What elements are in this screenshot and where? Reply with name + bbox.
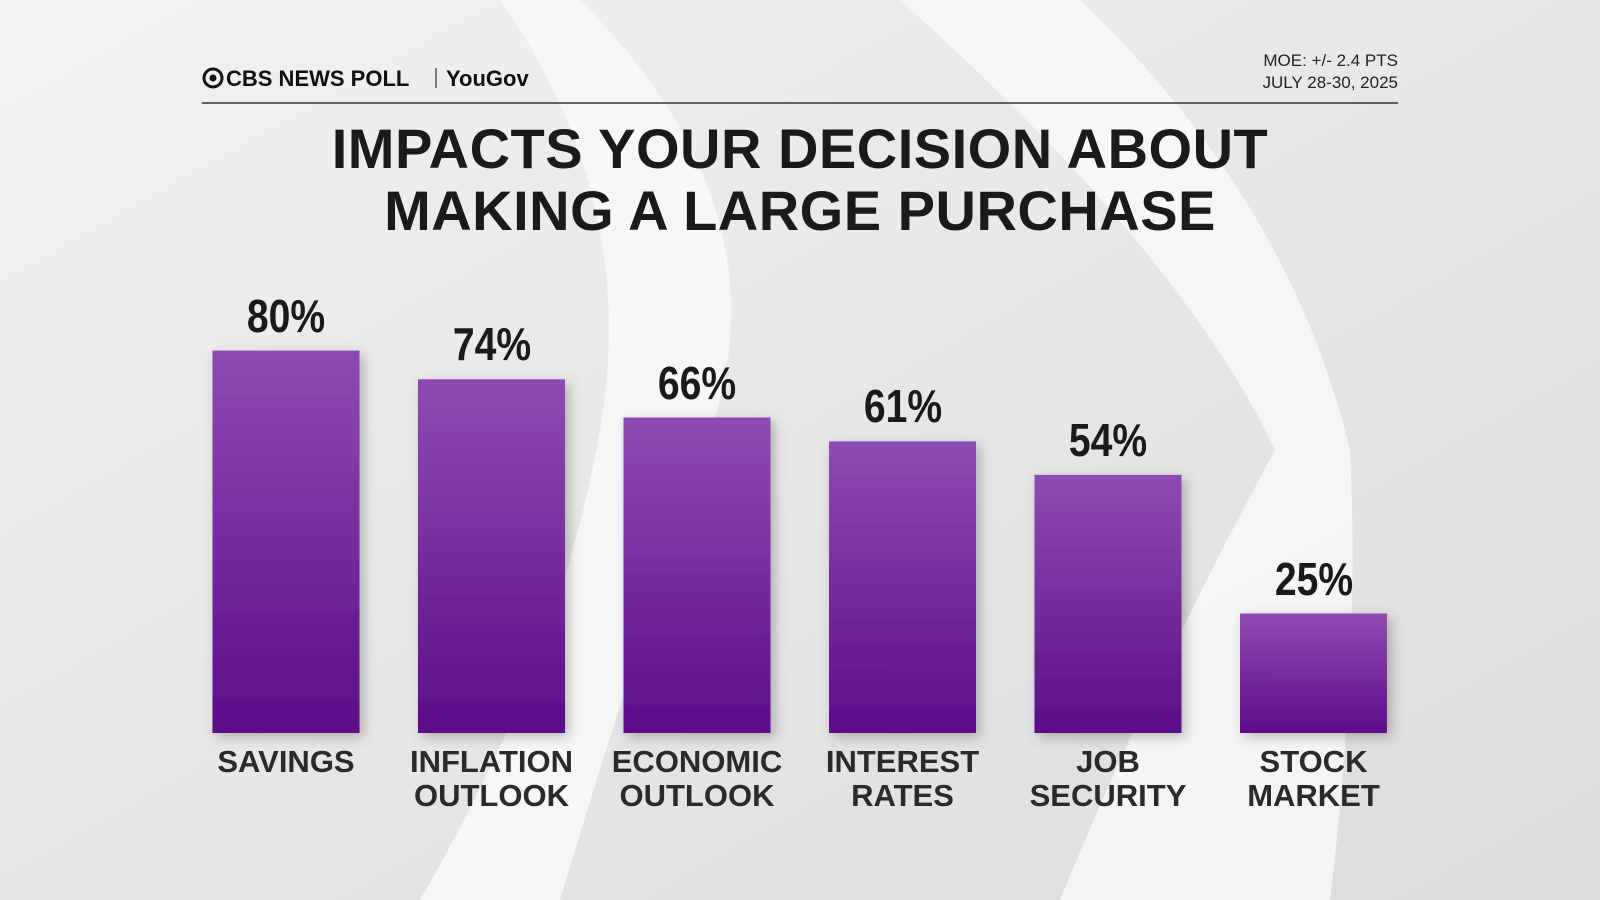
cbs-eye (202, 67, 224, 89)
bar (212, 350, 360, 733)
value-label: 61% (863, 380, 942, 433)
x-tick-label: SAVINGS (217, 744, 355, 779)
x-tick-label: INTEREST RATES (825, 744, 980, 813)
bar (1034, 474, 1182, 733)
bar (418, 379, 565, 733)
value-label: 25% (1274, 552, 1353, 605)
bar (1240, 613, 1387, 733)
brand: CBS NEWS POLL (226, 66, 409, 91)
value-label: 80% (246, 289, 326, 342)
bar (829, 441, 976, 733)
value-label: 74% (452, 318, 531, 371)
moe: MOE: +/- 2.4 PTS (1263, 51, 1398, 70)
partner: YouGov (446, 66, 529, 91)
bar (623, 417, 771, 733)
value-label: 66% (657, 356, 737, 409)
swoosh (900, 0, 1353, 900)
cbs-eye-pupil (209, 74, 217, 82)
dates: JULY 28-30, 2025 (1263, 73, 1398, 92)
x-tick-label: JOB SECURITY (1029, 744, 1187, 813)
x-tick-label: INFLATION OUTLOOK (409, 744, 573, 813)
x-tick-label: ECONOMIC OUTLOOK (611, 744, 783, 813)
value-label: 54% (1068, 413, 1148, 466)
swoosh (420, 0, 732, 900)
chart-title: IMPACTS YOUR DECISION ABOUT MAKING A LAR… (331, 117, 1269, 242)
x-tick-label: STOCK MARKET (1247, 744, 1380, 813)
